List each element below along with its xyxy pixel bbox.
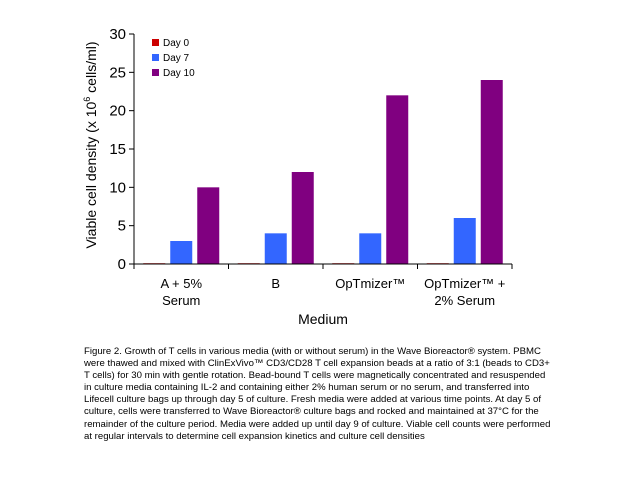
bar-chart: 0 5 10 15 20 25 30 A + 5% Serum B OpTmizer™ OpTmiz… xyxy=(82,26,513,327)
y-ticks-group: 0 5 10 15 20 25 30 xyxy=(109,26,134,273)
bar xyxy=(480,80,503,264)
y-tick-label: 30 xyxy=(109,26,126,43)
y-axis-title-main: Viable cell density (x 10 xyxy=(83,102,99,249)
bar xyxy=(386,95,409,264)
x-category-label: B xyxy=(271,276,280,291)
y-tick-label: 15 xyxy=(109,141,126,158)
legend-label: Day 10 xyxy=(163,68,195,79)
legend-label: Day 0 xyxy=(163,38,190,49)
x-axis-title: Medium xyxy=(298,311,348,327)
x-category-label: Serum xyxy=(162,293,200,308)
y-tick-label: 25 xyxy=(109,64,126,81)
x-category-label: 2% Serum xyxy=(434,293,495,308)
legend-swatch xyxy=(152,69,159,76)
legend-swatch xyxy=(152,39,159,46)
legend: Day 0 Day 7 Day 10 xyxy=(152,38,195,79)
bar xyxy=(359,233,382,264)
y-axis-title-unit: cells/ml) xyxy=(83,41,99,96)
x-category-label: A + 5% xyxy=(160,276,202,291)
x-categories-group: A + 5% Serum B OpTmizer™ OpTmizer™ + 2% Serum xyxy=(160,276,505,308)
legend-swatch xyxy=(152,54,159,61)
y-tick-label: 0 xyxy=(118,256,126,273)
bar xyxy=(264,233,287,264)
y-axis-title: Viable cell density (x 106 cells/ml) xyxy=(82,41,99,248)
y-axis-title-exponent: 6 xyxy=(82,97,92,102)
x-category-label: OpTmizer™ + xyxy=(424,276,505,291)
bar xyxy=(453,218,476,264)
legend-label: Day 7 xyxy=(163,53,190,64)
figure-caption: Figure 2. Growth of T cells in various m… xyxy=(84,346,551,442)
y-tick-label: 5 xyxy=(118,218,126,235)
bar xyxy=(197,187,220,264)
bars-group xyxy=(143,80,503,265)
bar xyxy=(170,241,193,264)
x-category-label: OpTmizer™ xyxy=(335,276,405,291)
y-tick-label: 10 xyxy=(109,179,126,196)
bar xyxy=(291,172,314,264)
y-tick-label: 20 xyxy=(109,103,126,120)
